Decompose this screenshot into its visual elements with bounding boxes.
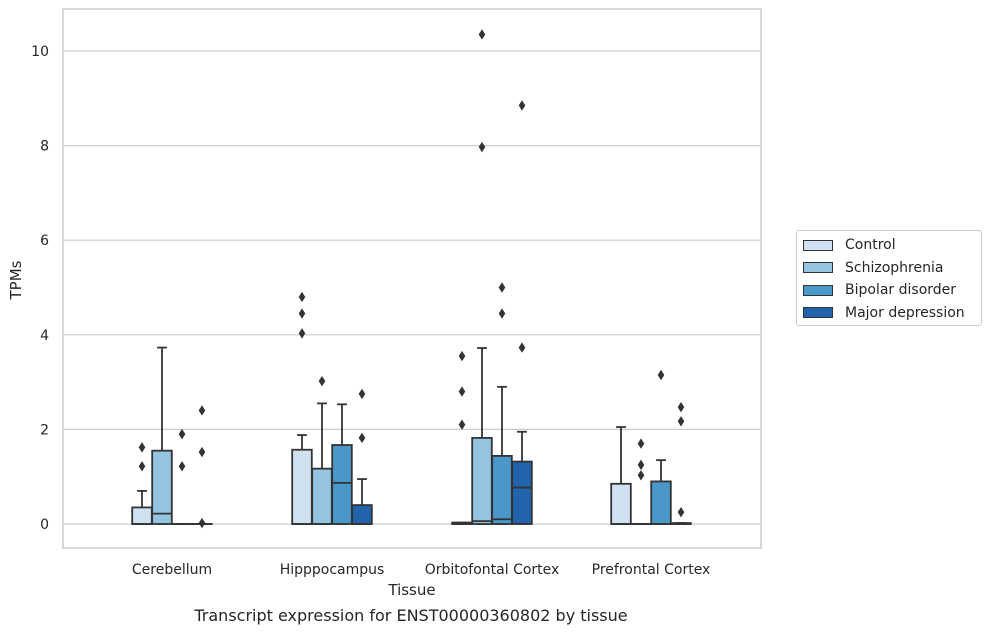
legend-item: Schizophrenia — [803, 258, 943, 278]
box-group — [511, 100, 533, 525]
figure-caption: Transcript expression for ENST0000036080… — [194, 606, 628, 625]
box-group — [610, 426, 632, 525]
outlier-point — [498, 308, 506, 319]
box — [491, 454, 513, 525]
legend-label: Control — [845, 237, 896, 253]
outlier-point — [637, 459, 645, 471]
outlier-point — [518, 342, 526, 353]
legend: Control Schizophrenia Bipolar disorder Majo… — [796, 230, 982, 326]
y-tick-label: 2 — [40, 422, 49, 438]
box-group — [650, 369, 672, 525]
legend-swatch — [803, 262, 833, 273]
outlier-point — [458, 350, 466, 362]
box — [351, 504, 373, 525]
box-group — [311, 375, 333, 525]
y-tick-label: 6 — [40, 233, 49, 249]
outlier-point — [138, 461, 146, 472]
box-group — [191, 405, 213, 529]
outlier-point — [637, 470, 645, 481]
outlier-point — [657, 369, 665, 381]
box — [151, 449, 173, 525]
box-group — [171, 428, 193, 525]
outlier-point — [478, 29, 486, 40]
x-tick-label: Cerebellum — [132, 562, 212, 578]
box — [610, 482, 632, 525]
legend-label: Bipolar disorder — [845, 282, 957, 298]
box-group — [491, 282, 513, 525]
outlier-point — [178, 461, 186, 472]
outlier-point — [518, 100, 526, 111]
box — [331, 444, 353, 525]
x-tick-label: Hipppocampus — [280, 562, 385, 578]
y-tick-label: 10 — [31, 44, 49, 60]
box — [131, 506, 153, 525]
box-group — [291, 291, 313, 525]
legend-item: Bipolar disorder — [803, 280, 956, 300]
x-tick-label: Orbitofontal Cortex — [425, 562, 560, 578]
outlier-point — [358, 388, 366, 400]
outlier-point — [637, 438, 645, 449]
x-axis-label: Tissue — [387, 581, 435, 599]
outlier-point — [198, 405, 206, 416]
y-tick-label: 4 — [40, 328, 49, 344]
box-group — [351, 388, 373, 525]
box-group — [131, 442, 153, 525]
outlier-point — [198, 517, 206, 529]
outlier-point — [298, 291, 306, 303]
outlier-point — [298, 308, 306, 319]
outlier-point — [677, 416, 685, 427]
x-tick-label: Prefrontal Cortex — [592, 562, 711, 578]
box — [471, 437, 493, 525]
box — [511, 460, 533, 525]
box-group — [151, 346, 173, 525]
box — [311, 467, 333, 525]
outlier-point — [178, 428, 186, 440]
legend-swatch — [803, 284, 833, 296]
plot-frame — [62, 8, 762, 549]
outlier-point — [677, 401, 685, 413]
x-tick-labels: Cerebellum Hipppocampus Orbitofontal Corte… — [132, 562, 710, 578]
box — [291, 448, 313, 525]
outlier-point — [138, 442, 146, 453]
box-group — [670, 401, 692, 525]
outlier-point — [458, 386, 466, 397]
outlier-point — [498, 282, 506, 293]
y-tick-labels: 0 2 4 6 8 10 — [31, 44, 49, 533]
box-group — [471, 29, 493, 525]
box-group — [451, 350, 473, 525]
outlier-point — [198, 446, 206, 458]
legend-swatch — [803, 239, 833, 251]
outlier-point — [458, 419, 466, 430]
outlier-point — [298, 328, 306, 339]
legend-label: Schizophrenia — [845, 259, 944, 276]
outlier-point — [358, 432, 366, 444]
box-layer — [131, 29, 692, 529]
box — [650, 480, 672, 525]
outlier-point — [318, 375, 326, 387]
box-group — [331, 403, 353, 525]
legend-swatch — [803, 307, 833, 318]
outlier-point — [677, 506, 685, 518]
y-tick-label: 8 — [40, 139, 49, 155]
legend-item: Control — [803, 235, 896, 255]
box-group — [630, 438, 652, 525]
y-axis-label: TPMs — [7, 260, 25, 300]
outlier-point — [478, 141, 486, 153]
legend-label: Major depression — [845, 304, 965, 321]
legend-item: Major depression — [803, 303, 965, 323]
y-tick-label: 0 — [40, 517, 49, 533]
